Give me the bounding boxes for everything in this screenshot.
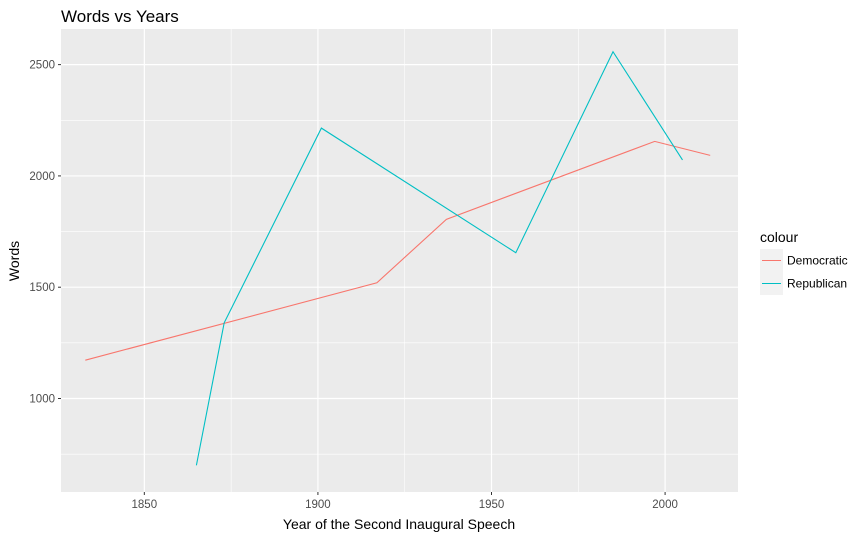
y-tick-label: 2500	[29, 60, 55, 72]
x-axis-title: Year of the Second Inaugural Speech	[283, 516, 515, 532]
grid-lines	[61, 29, 738, 492]
plot-panel	[61, 29, 738, 492]
legend-label: Democratic	[787, 254, 848, 268]
chart-title: Words vs Years	[61, 7, 179, 26]
x-tick-label: 1900	[305, 499, 331, 511]
legend-title: colour	[760, 229, 798, 245]
y-tick-label: 2000	[29, 171, 55, 183]
x-tick-label: 1950	[479, 499, 505, 511]
y-tick-label: 1000	[29, 394, 55, 406]
legend-label: Republican	[787, 277, 847, 291]
legend-item-democratic: Democratic	[760, 249, 848, 272]
x-tick-label: 1850	[132, 499, 158, 511]
x-tick-label: 2000	[652, 499, 678, 511]
legend: colour Democratic Republican	[760, 229, 848, 295]
legend-item-republican: Republican	[760, 272, 847, 295]
y-tick-label: 1500	[29, 282, 55, 294]
series-lines	[85, 50, 711, 466]
series-line-republican	[195, 50, 683, 466]
y-axis-title: Words	[6, 241, 22, 281]
axis-ticks: 1850 1900 1950 2000 1000 1500 2000 2500	[29, 60, 677, 511]
